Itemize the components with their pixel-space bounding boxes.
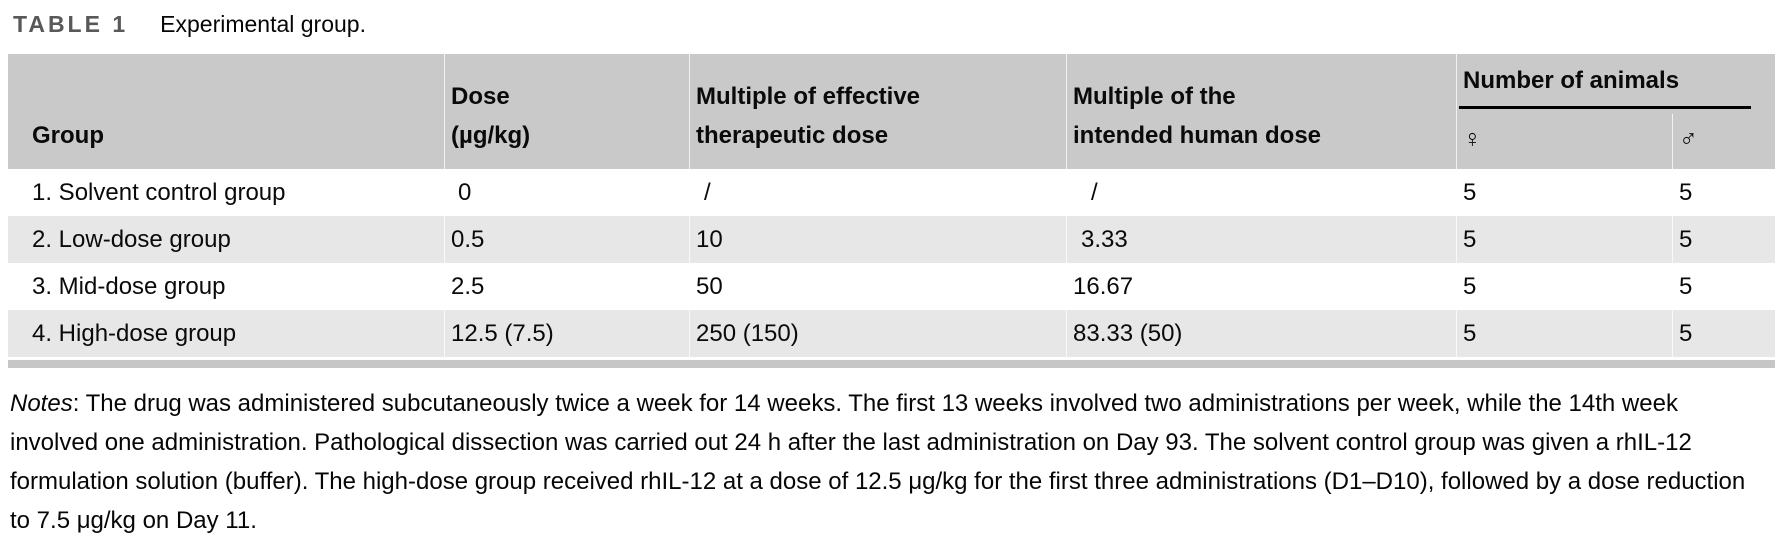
- column-header-multiple-effective: Multiple of effective therapeutic dose: [689, 54, 1066, 169]
- column-header-male-icon: ♂: [1672, 114, 1776, 169]
- table-caption: Experimental group.: [160, 11, 366, 37]
- cell-multiple-human: 83.33 (50): [1066, 310, 1456, 357]
- cell-multiple-effective: 50: [689, 263, 1066, 310]
- column-header-dose: Dose (µg/kg): [444, 54, 689, 169]
- cell-multiple-human: 16.67: [1066, 263, 1456, 310]
- cell-multiple-effective: 250 (150): [689, 310, 1066, 357]
- column-header-dose-line2: (µg/kg): [451, 122, 531, 149]
- column-header-multiple-human-line2: intended human dose: [1073, 122, 1322, 149]
- cell-female-count: 5: [1456, 216, 1672, 263]
- table-row: 4. High-dose group 12.5 (7.5) 250 (150) …: [8, 310, 1776, 357]
- table-row: 2. Low-dose group 0.5 10 3.33 5 5: [8, 216, 1776, 263]
- cell-male-count: 5: [1672, 263, 1776, 310]
- column-header-female-icon: ♀: [1456, 114, 1672, 169]
- table-number-label: TABLE 1: [13, 11, 129, 37]
- table-bottom-border: [8, 360, 1775, 368]
- table-header: Group Dose (µg/kg) Multiple of effective…: [8, 54, 1776, 169]
- experimental-group-table: Group Dose (µg/kg) Multiple of effective…: [8, 54, 1776, 357]
- cell-multiple-effective: /: [689, 169, 1066, 216]
- cell-female-count: 5: [1456, 169, 1672, 216]
- cell-dose: 0: [444, 169, 689, 216]
- cell-multiple-effective: 10: [689, 216, 1066, 263]
- cell-male-count: 5: [1672, 310, 1776, 357]
- column-header-multiple-effective-line2: therapeutic dose: [696, 122, 889, 149]
- column-header-dose-line1: Dose: [451, 83, 510, 110]
- cell-multiple-human: 3.33: [1066, 216, 1456, 263]
- column-group-header-number-of-animals: Number of animals: [1456, 54, 1776, 114]
- column-header-group: Group: [8, 54, 444, 169]
- cell-group: 2. Low-dose group: [8, 216, 444, 263]
- cell-group: 1. Solvent control group: [8, 169, 444, 216]
- cell-female-count: 5: [1456, 263, 1672, 310]
- table-body: 1. Solvent control group 0 / / 5 5 2. Lo…: [8, 169, 1776, 357]
- notes-text: : The drug was administered subcutaneous…: [10, 390, 1746, 534]
- cell-dose: 2.5: [444, 263, 689, 310]
- table-title-row: TABLE 1 Experimental group.: [0, 0, 1780, 38]
- cell-dose: 12.5 (7.5): [444, 310, 689, 357]
- column-header-multiple-human: Multiple of the intended human dose: [1066, 54, 1456, 169]
- cell-group: 3. Mid-dose group: [8, 263, 444, 310]
- table-row: 3. Mid-dose group 2.5 50 16.67 5 5: [8, 263, 1776, 310]
- number-of-animals-rule: [1459, 106, 1752, 109]
- notes-label: Notes: [10, 390, 73, 417]
- cell-male-count: 5: [1672, 169, 1776, 216]
- cell-multiple-human: /: [1066, 169, 1456, 216]
- cell-female-count: 5: [1456, 310, 1672, 357]
- cell-male-count: 5: [1672, 216, 1776, 263]
- column-header-multiple-human-line1: Multiple of the: [1073, 83, 1236, 110]
- cell-group: 4. High-dose group: [8, 310, 444, 357]
- cell-dose: 0.5: [444, 216, 689, 263]
- table-row: 1. Solvent control group 0 / / 5 5: [8, 169, 1776, 216]
- table-notes: Notes: The drug was administered subcuta…: [10, 384, 1770, 536]
- number-of-animals-label: Number of animals: [1463, 67, 1680, 94]
- column-header-multiple-effective-line1: Multiple of effective: [696, 83, 921, 110]
